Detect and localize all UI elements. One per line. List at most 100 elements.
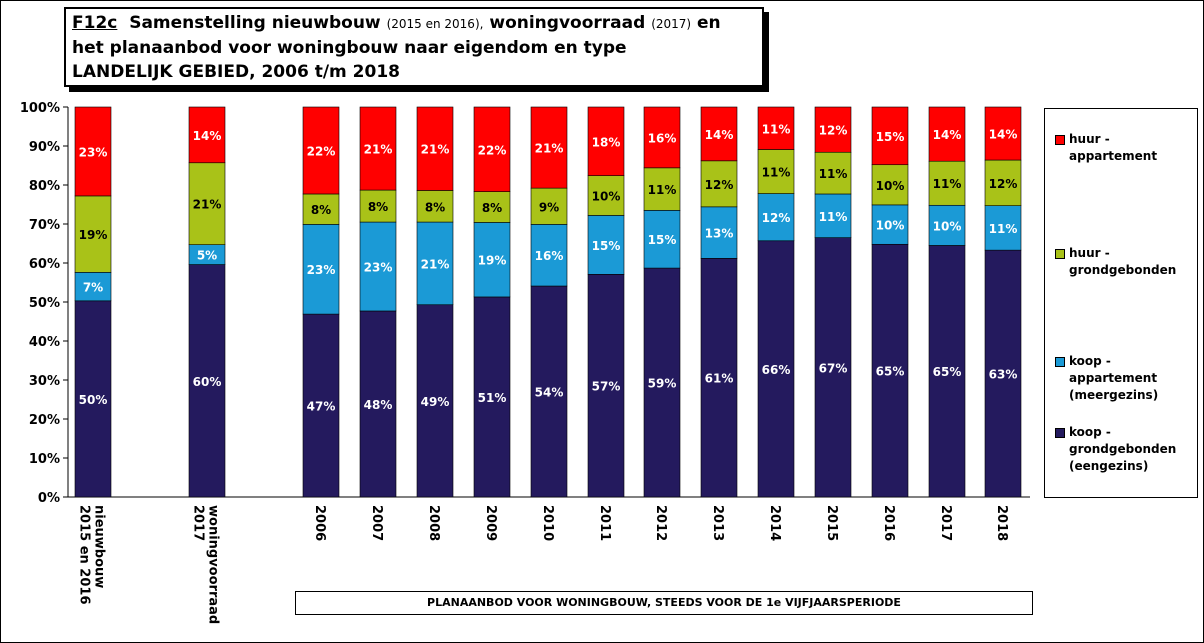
bar-segment-huur_app [984, 106, 1022, 161]
data-label: 14% [705, 128, 734, 142]
bar-segment-koop_app [416, 221, 454, 306]
y-tick-label: 70% [29, 218, 60, 233]
bar-segment-huur_grond [643, 167, 681, 211]
data-label: 22% [478, 143, 507, 157]
data-label: 11% [762, 122, 791, 136]
category-label-line: 2012 [653, 505, 668, 541]
data-label: 14% [989, 128, 1018, 142]
data-label: 22% [307, 144, 336, 158]
category-label: 2006 [312, 505, 327, 541]
bar-segment-huur_app [74, 106, 112, 197]
title-line1-b: (2015 en 2016), [386, 17, 484, 31]
legend-swatch [1055, 249, 1065, 259]
bar-segment-koop_grond [757, 240, 795, 498]
legend-label: koop - grondgebonden (eengezins) [1069, 424, 1204, 475]
category-label-line: 2011 [597, 505, 612, 541]
bar-segment-huur_grond [359, 189, 397, 223]
bar-segment-huur_grond [984, 159, 1022, 206]
data-label: 67% [819, 361, 848, 375]
title-line1-a: Samenstelling nieuwbouw [129, 13, 381, 33]
data-label: 10% [933, 219, 962, 233]
data-label: 11% [989, 222, 1018, 236]
data-label: 12% [762, 211, 791, 225]
category-label: 2015 [824, 505, 839, 541]
bar-segment-huur_app [188, 106, 226, 164]
data-label: 15% [592, 239, 621, 253]
data-label: 61% [705, 372, 734, 386]
bar-segment-huur_grond [416, 190, 454, 223]
title-line1-c: woningvoorraad [489, 13, 646, 33]
y-tick-label: 50% [29, 296, 60, 311]
bar-segment-koop_app [74, 272, 112, 302]
y-tick-label: 0% [38, 491, 60, 506]
bar-segment-koop_app [587, 215, 625, 275]
planaanbod-label: PLANAANBOD VOOR WONINGBOUW, STEEDS VOOR … [295, 591, 1033, 615]
title-line2: het planaanbod voor woningbouw naar eige… [72, 38, 627, 58]
legend-label: huur - grondgebonden [1069, 245, 1204, 279]
data-label: 51% [478, 391, 507, 405]
bar-segment-koop_grond [700, 258, 738, 498]
legend-label-line: huur - [1069, 246, 1110, 260]
category-label: 2011 [597, 505, 612, 541]
legend-label-line: grondgebonden [1069, 442, 1177, 456]
bar-segment-koop_grond [814, 237, 852, 498]
bar-segment-koop_app [302, 224, 340, 315]
y-tick-label: 20% [29, 413, 60, 428]
bar-segment-huur_app [473, 106, 511, 192]
data-label: 16% [535, 249, 564, 263]
data-label: 11% [819, 210, 848, 224]
legend: huur - appartement huur - grondgebonden koop… [1044, 108, 1198, 498]
category-label-line: 2017 [191, 505, 206, 541]
y-tick-label: 80% [29, 179, 60, 194]
title-line1-e: en [697, 13, 721, 33]
category-label: 2017 [938, 505, 953, 541]
category-label-line: 2006 [312, 505, 327, 541]
bar-segment-koop_grond [473, 296, 511, 498]
title-code: F12c [72, 13, 118, 33]
category-label-line: 2013 [710, 505, 725, 541]
bar-segment-huur_app [587, 106, 625, 176]
data-label: 59% [648, 377, 677, 391]
category-label: 2010 [540, 505, 555, 541]
legend-label-line: koop - [1069, 354, 1111, 368]
data-label: 9% [539, 200, 559, 214]
data-label: 57% [592, 380, 621, 394]
category-label: 2018 [994, 505, 1009, 541]
bar-segment-koop_app [928, 204, 966, 246]
bar-segment-koop_app [359, 221, 397, 312]
bar-segment-huur_app [530, 106, 568, 189]
bar-segment-koop_app [530, 224, 568, 287]
bar-segment-huur_app [757, 106, 795, 150]
legend-label-line: koop - [1069, 425, 1111, 439]
y-tick-label: 60% [29, 257, 60, 272]
y-tick-label: 10% [29, 452, 60, 467]
legend-label-line: huur - [1069, 132, 1110, 146]
bar-segment-huur_app [928, 106, 966, 162]
bar-segment-koop_grond [416, 304, 454, 498]
category-label-line: 2017 [938, 505, 953, 541]
data-label: 21% [421, 257, 450, 271]
y-tick-label: 100% [20, 101, 60, 116]
category-label: 2007 [369, 505, 384, 541]
data-label: 65% [933, 365, 962, 379]
bar-segment-koop_app [814, 193, 852, 238]
category-label-line: 2018 [994, 505, 1009, 541]
chart-title: F12c Samenstelling nieuwbouw (2015 en 20… [64, 7, 764, 87]
data-label: 10% [876, 179, 905, 193]
bar-segment-koop_grond [984, 249, 1022, 498]
category-label-line: 2014 [767, 505, 782, 541]
bar-segment-huur_grond [188, 162, 226, 245]
category-label-line: woningvoorraad [206, 505, 221, 624]
y-tick-label: 90% [29, 140, 60, 155]
y-tick-label: 40% [29, 335, 60, 350]
category-label-line: nieuwbouw [92, 505, 107, 588]
bar-segment-koop_grond [871, 243, 909, 498]
bar-segment-huur_grond [74, 195, 112, 273]
title-line3: LANDELIJK GEBIED, 2006 t/m 2018 [72, 62, 400, 82]
bar-segment-huur_app [871, 106, 909, 166]
data-label: 8% [425, 200, 445, 214]
data-label: 14% [933, 128, 962, 142]
